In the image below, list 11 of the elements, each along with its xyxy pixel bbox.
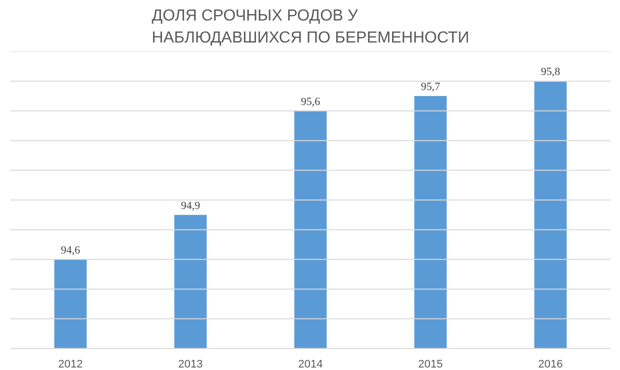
chart-title: ДОЛЯ СРОЧНЫХ РОДОВ У НАБЛЮДАВШИХСЯ ПО БЕРЕМЕННОСТИ [152, 7, 470, 46]
data-label: 94,6 [60, 244, 81, 256]
data-label: 95,6 [300, 96, 321, 108]
x-tick-label: 2016 [538, 358, 563, 370]
data-label: 94,9 [180, 200, 201, 212]
data-label: 95,8 [540, 66, 561, 78]
data-label: 95,7 [420, 81, 441, 94]
x-tick-label: 2014 [298, 358, 323, 370]
x-tick-label: 2013 [178, 358, 203, 370]
x-tick-label: 2012 [58, 358, 83, 370]
x-tick-label: 2015 [418, 358, 443, 370]
